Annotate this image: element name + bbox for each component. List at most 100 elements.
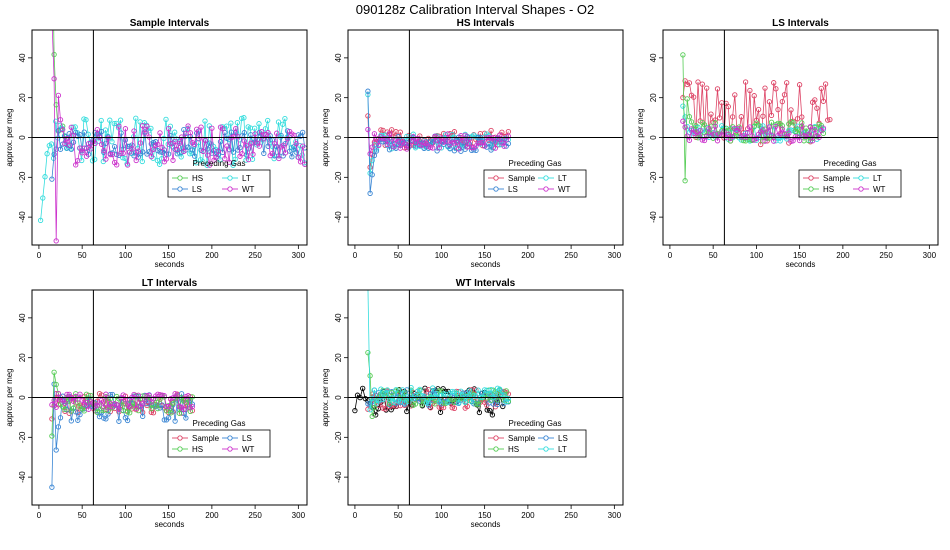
data-point bbox=[77, 132, 83, 138]
data-point bbox=[241, 115, 247, 121]
data-point bbox=[159, 144, 165, 151]
data-point bbox=[475, 401, 481, 408]
x-tick-label: 150 bbox=[478, 511, 492, 520]
data-point bbox=[183, 415, 189, 421]
data-point bbox=[796, 82, 803, 88]
data-point bbox=[224, 143, 230, 149]
x-tick-label: 0 bbox=[668, 251, 673, 260]
data-point bbox=[276, 155, 282, 162]
y-tick-label: 20 bbox=[649, 93, 658, 102]
legend-swatch-marker bbox=[227, 186, 233, 192]
data-point bbox=[421, 140, 427, 146]
data-point bbox=[492, 391, 499, 397]
data-point bbox=[261, 150, 267, 157]
data-point bbox=[460, 138, 466, 144]
data-point bbox=[421, 393, 427, 399]
legend: Preceding Gas HS LT LS WT bbox=[167, 159, 271, 198]
data-point bbox=[237, 144, 243, 151]
data-point bbox=[230, 162, 236, 168]
data-point bbox=[820, 125, 827, 131]
data-point bbox=[51, 76, 57, 82]
data-point bbox=[688, 126, 695, 132]
data-point bbox=[822, 81, 829, 87]
data-point bbox=[779, 98, 785, 105]
data-point bbox=[269, 150, 276, 157]
data-point bbox=[699, 81, 705, 87]
legend-item-lt: LT bbox=[222, 174, 251, 183]
legend-title: Preceding Gas bbox=[824, 159, 877, 168]
data-point bbox=[161, 135, 167, 142]
data-point bbox=[427, 144, 434, 151]
y-axis-label: approx. per meg bbox=[5, 108, 14, 166]
data-point bbox=[127, 410, 133, 416]
data-point bbox=[799, 114, 805, 120]
data-point bbox=[297, 159, 304, 165]
x-tick-label: 50 bbox=[394, 511, 403, 520]
data-point bbox=[85, 140, 92, 147]
data-point bbox=[440, 391, 447, 397]
data-point bbox=[181, 406, 187, 413]
y-tick-label: 20 bbox=[334, 93, 343, 102]
data-point bbox=[762, 138, 768, 144]
data-point bbox=[189, 147, 196, 153]
data-point bbox=[81, 129, 87, 135]
data-point bbox=[716, 115, 723, 121]
data-point bbox=[79, 157, 85, 164]
data-point bbox=[825, 117, 831, 123]
data-point bbox=[708, 111, 714, 117]
legend-label: HS bbox=[823, 185, 834, 194]
data-point bbox=[755, 122, 762, 128]
y-tick-label: 0 bbox=[649, 135, 658, 140]
data-point bbox=[492, 145, 499, 151]
data-point bbox=[766, 124, 773, 130]
legend-label: LS bbox=[508, 185, 518, 194]
data-point bbox=[98, 141, 105, 147]
data-point bbox=[117, 117, 124, 123]
data-point bbox=[745, 129, 751, 136]
data-point bbox=[170, 400, 176, 406]
data-point bbox=[265, 130, 271, 136]
data-point bbox=[157, 149, 163, 155]
x-tick-label: 150 bbox=[478, 251, 492, 260]
data-point bbox=[469, 144, 475, 151]
data-point bbox=[712, 123, 718, 129]
legend-label: LS bbox=[242, 434, 252, 443]
legend-item-ls: LS bbox=[222, 434, 252, 443]
data-point bbox=[300, 129, 306, 136]
data-point bbox=[185, 144, 191, 150]
data-point bbox=[437, 409, 444, 415]
data-point bbox=[445, 131, 451, 137]
data-point bbox=[397, 145, 403, 151]
data-point bbox=[101, 147, 107, 154]
data-point bbox=[57, 117, 64, 123]
data-point bbox=[202, 137, 209, 143]
data-point bbox=[239, 115, 245, 122]
data-point bbox=[449, 388, 455, 395]
data-point bbox=[680, 52, 686, 58]
legend-item-hs: HS bbox=[488, 445, 519, 454]
data-point bbox=[174, 146, 180, 153]
data-point bbox=[704, 85, 710, 91]
data-point bbox=[768, 112, 775, 119]
data-point bbox=[293, 141, 299, 147]
legend-label: HS bbox=[192, 445, 203, 454]
y-tick-label: 0 bbox=[334, 135, 343, 140]
data-point bbox=[118, 150, 124, 156]
legend-swatch-marker bbox=[177, 175, 183, 181]
data-point bbox=[265, 143, 271, 149]
data-point bbox=[382, 406, 388, 412]
data-point bbox=[796, 137, 803, 144]
x-axis-label: seconds bbox=[471, 520, 501, 529]
data-point bbox=[217, 157, 223, 163]
legend-item-lt: LT bbox=[538, 445, 567, 454]
data-point bbox=[53, 238, 59, 244]
data-point bbox=[200, 148, 206, 155]
data-point bbox=[85, 406, 92, 412]
x-tick-label: 150 bbox=[793, 251, 807, 260]
data-point bbox=[53, 404, 59, 410]
y-tick-label: -20 bbox=[18, 431, 27, 443]
data-point bbox=[129, 399, 135, 406]
data-point bbox=[712, 117, 718, 123]
data-point bbox=[165, 415, 172, 421]
